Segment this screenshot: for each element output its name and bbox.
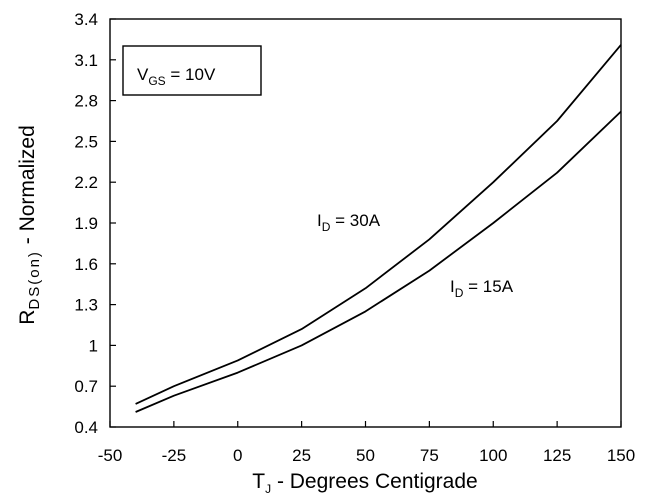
series-label-15a-sub: D (455, 286, 464, 300)
x-tick-label: 150 (607, 446, 635, 465)
series-label-30a-sub: D (322, 220, 331, 234)
x-tick-label: -25 (162, 446, 187, 465)
x-tick-label: 125 (543, 446, 571, 465)
series-layer (135, 44, 622, 413)
x-tick-label: -50 (98, 446, 123, 465)
series-label-15a-rest: = 15A (463, 277, 513, 296)
y-tick-label: 2.5 (74, 132, 98, 151)
y-tick-label: 1.3 (74, 296, 98, 315)
condition-label-rest: = 10V (166, 65, 216, 84)
condition-box (122, 45, 262, 96)
series-label-15a: ID = 15A (450, 277, 514, 300)
x-axis-title: TJ - Degrees Centigrade (252, 470, 477, 496)
x-axis-title-main: T (252, 470, 265, 493)
series-label-30a-rest: = 30A (330, 211, 380, 230)
x-tick-label: 25 (292, 446, 311, 465)
y-tick-label: 3.4 (74, 10, 98, 29)
y-axis-title-rest: - Normalized (16, 125, 39, 250)
y-tick-label: 1 (89, 336, 98, 355)
series-line-1 (135, 110, 622, 413)
y-tick-label: 0.4 (74, 418, 98, 437)
x-axis-title-sub: J (265, 482, 271, 496)
x-axis-ticks: -50 -25 0 25 50 75 100 125 150 (98, 421, 635, 465)
series-label-30a: ID = 30A (317, 211, 381, 234)
y-tick-label: 0.7 (74, 377, 98, 396)
y-tick-label: 2.8 (74, 92, 98, 111)
y-axis-title-sub: DS(on) (26, 250, 43, 310)
y-tick-label: 1.9 (74, 214, 98, 233)
condition-label-sub: GS (148, 74, 165, 88)
series-label-15a-main: I (450, 277, 455, 296)
condition-label: VGS = 10V (137, 65, 216, 88)
y-axis-title: RDS(on) - Normalized (16, 125, 43, 325)
condition-label-main: V (137, 65, 149, 84)
y-tick-label: 2.2 (74, 173, 98, 192)
y-axis-title-main: R (16, 310, 39, 325)
x-tick-label: 50 (356, 446, 375, 465)
x-tick-label: 100 (479, 446, 507, 465)
y-axis-ticks: 0.4 0.7 1 1.3 1.6 1.9 2.2 2.5 2.8 3.1 3.4 (74, 10, 116, 437)
x-tick-label: 0 (233, 446, 242, 465)
y-tick-label: 1.6 (74, 255, 98, 274)
y-tick-label: 3.1 (74, 51, 98, 70)
x-axis-title-rest: - Degrees Centigrade (271, 470, 478, 493)
series-line-0 (135, 44, 622, 405)
x-tick-label: 75 (420, 446, 439, 465)
series-label-30a-main: I (317, 211, 322, 230)
